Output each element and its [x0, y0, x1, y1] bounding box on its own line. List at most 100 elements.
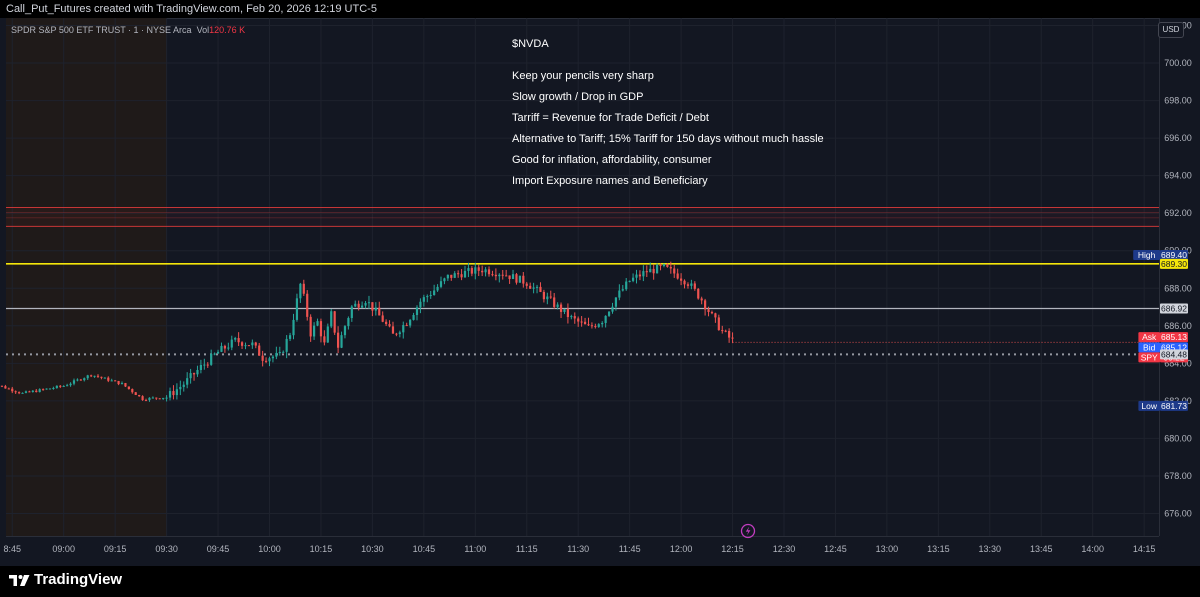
- candle-body: [563, 308, 566, 312]
- candle-body: [158, 398, 161, 400]
- level-lines: [6, 207, 1159, 356]
- candle-body: [587, 324, 590, 326]
- candle-body: [86, 375, 89, 379]
- created-with-caption: Call_Put_Futures created with TradingVie…: [6, 3, 377, 15]
- price-tags: 689.40 High 689.30 686.92 685.13 Ask 685.12 Bid…: [1133, 249, 1188, 411]
- candle-body: [710, 311, 714, 314]
- candle-body: [309, 316, 312, 337]
- candle-body: [443, 278, 446, 282]
- candle-body: [704, 300, 707, 310]
- candle-body: [186, 378, 189, 385]
- candle-body: [90, 375, 93, 377]
- candle-body: [192, 373, 196, 375]
- candle-body: [127, 386, 130, 390]
- candle-body: [96, 375, 100, 377]
- candle-body: [467, 268, 470, 271]
- candle-body: [457, 273, 460, 275]
- candle-body: [697, 288, 700, 299]
- candle-body: [271, 356, 275, 359]
- candle-body: [76, 379, 79, 381]
- x-tick-label: 11:15: [516, 544, 538, 554]
- x-tick-label: 10:15: [310, 544, 333, 554]
- candle-body: [340, 335, 343, 348]
- price-tag-bg: [1160, 249, 1188, 260]
- chart-panel[interactable]: [0, 18, 1200, 566]
- currency-button[interactable]: USD: [1158, 22, 1184, 38]
- candle-body: [374, 307, 377, 311]
- candle-body: [103, 377, 106, 379]
- candle-body: [165, 397, 168, 399]
- candle-body: [529, 285, 532, 289]
- resistance-band: [6, 207, 1159, 227]
- candle-body: [583, 321, 587, 325]
- annotation-line: Slow growth / Drop in GDP: [512, 91, 644, 103]
- annotation-line: Good for inflation, affordability, consu…: [512, 154, 712, 166]
- candle-body: [350, 306, 353, 319]
- candle-body: [100, 376, 103, 378]
- candle-body: [649, 268, 652, 273]
- candle-body: [14, 391, 17, 393]
- price-tag-bg: [1160, 349, 1188, 360]
- candle-body: [172, 391, 175, 396]
- candle-body: [59, 385, 62, 387]
- candle-body: [199, 364, 202, 371]
- candle-body: [669, 266, 672, 269]
- candle-body: [48, 388, 52, 390]
- time-axis[interactable]: [6, 536, 1159, 567]
- candle-body: [381, 315, 384, 322]
- price-tag-label-bg: [1138, 342, 1160, 353]
- candle-body: [299, 283, 302, 299]
- candle-body: [573, 316, 576, 319]
- volume-label: Vol: [196, 25, 210, 35]
- candle-body: [210, 353, 213, 365]
- candles: [0, 261, 734, 402]
- x-tick-label: 12:30: [773, 544, 796, 554]
- price-tag: 684.48: [1161, 349, 1187, 359]
- candle-body: [168, 391, 172, 398]
- candle-body: [42, 389, 45, 391]
- x-tick-label: 11:30: [567, 544, 589, 554]
- candle-body: [62, 385, 65, 387]
- candle-body: [141, 396, 144, 401]
- y-tick-label: 696.00: [1164, 133, 1192, 143]
- x-tick-label: 13:30: [979, 544, 1002, 554]
- candle-body: [182, 384, 185, 387]
- y-tick-label: 692.00: [1164, 208, 1192, 218]
- candle-body: [240, 342, 244, 346]
- candle-body: [539, 286, 542, 292]
- tradingview-logo-icon: [9, 573, 31, 591]
- candle-body: [323, 336, 326, 343]
- candle-body: [680, 278, 683, 281]
- tradingview-logo[interactable]: TradingView: [9, 571, 122, 591]
- candle-body: [83, 378, 86, 381]
- annotation-line: Import Exposure names and Beneficiary: [512, 175, 708, 187]
- candle-body: [635, 274, 638, 278]
- candle-body: [21, 392, 24, 394]
- candle-body: [450, 274, 453, 278]
- candle-body: [611, 306, 614, 312]
- candle-body: [144, 400, 148, 402]
- candle-body: [535, 286, 539, 288]
- candle-body: [409, 319, 412, 326]
- candle-body: [107, 377, 110, 381]
- candle-body: [196, 370, 199, 375]
- x-tick-label: 13:00: [876, 544, 899, 554]
- x-tick-label: 12:15: [721, 544, 744, 554]
- symbol-legend[interactable]: SPDR S&P 500 ETF TRUST · 1 · NYSE Arca V…: [11, 24, 245, 36]
- candle-body: [491, 274, 494, 276]
- price-tag-bg: [1160, 303, 1188, 314]
- price-tag: 689.40: [1161, 250, 1187, 260]
- candle-body: [501, 274, 504, 276]
- candle-body: [306, 293, 309, 317]
- annotation-line: Keep your pencils very sharp: [512, 70, 654, 82]
- lightning-icon[interactable]: [740, 523, 756, 539]
- candle-body: [55, 385, 58, 388]
- candle-body: [138, 395, 141, 397]
- y-tick-label: 694.00: [1164, 171, 1192, 181]
- candle-body: [717, 317, 720, 331]
- x-tick-label: 13:15: [927, 544, 950, 554]
- candle-body: [412, 314, 415, 320]
- price-axis[interactable]: [1159, 18, 1200, 536]
- candle-body: [566, 308, 570, 318]
